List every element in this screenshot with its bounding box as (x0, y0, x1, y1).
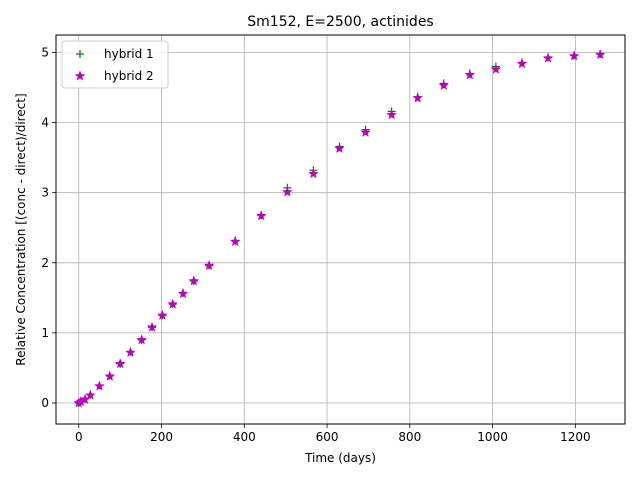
legend-marker-hybrid-2 (74, 70, 86, 81)
x-tick-label: 800 (398, 430, 421, 444)
y-tick-label: 4 (41, 116, 49, 130)
star-marker (85, 389, 96, 400)
star-marker (516, 58, 528, 69)
y-tick-label: 3 (41, 186, 49, 200)
legend-label-hybrid-2: hybrid 2 (104, 69, 154, 83)
x-tick-label: 1000 (477, 430, 508, 444)
grid (56, 35, 625, 424)
star-marker (334, 143, 345, 153)
star-marker (146, 321, 158, 332)
star-marker (490, 63, 502, 74)
x-tick-label: 1200 (560, 430, 591, 444)
star-marker (188, 275, 199, 286)
star-marker (438, 80, 449, 90)
y-tick-label: 1 (41, 326, 49, 340)
star-marker (360, 127, 371, 137)
x-tick-label: 0 (75, 430, 83, 444)
star-marker (94, 380, 105, 391)
star-marker (464, 69, 475, 80)
star-marker (412, 92, 423, 103)
legend-box (61, 40, 169, 89)
legend-symbol (74, 70, 86, 81)
plot-area-frame (55, 34, 626, 425)
y-tick-label: 2 (41, 256, 49, 270)
x-tick-label: 600 (316, 430, 339, 444)
series-2 (73, 49, 606, 408)
legend: hybrid 1 hybrid 2 (61, 40, 169, 89)
star-marker (542, 52, 554, 63)
star-marker (203, 260, 215, 270)
star-marker (125, 347, 136, 357)
x-axis-label: Time (days) (304, 451, 376, 465)
star-marker (167, 298, 178, 309)
star-marker (308, 168, 319, 179)
star-marker (177, 288, 189, 299)
legend-label-hybrid-1: hybrid 1 (104, 47, 154, 61)
legend-symbol (76, 50, 84, 58)
y-tick-label: 0 (41, 396, 49, 410)
star-marker (282, 186, 293, 197)
star-marker (136, 334, 147, 345)
star-marker (157, 309, 168, 320)
x-tick-label: 200 (150, 430, 173, 444)
data-points (73, 49, 606, 408)
star-marker (104, 370, 115, 381)
y-axis-label: Relative Concentration [(conc - direct)/… (14, 93, 28, 365)
star-marker (386, 109, 397, 120)
x-tick-label: 400 (233, 430, 256, 444)
star-marker (230, 236, 241, 247)
axis-ticks: 0 200 400 600 800 1000 1200 0 1 2 3 4 5 (41, 46, 590, 444)
star-marker (568, 50, 580, 61)
star-marker (114, 358, 126, 369)
star-marker (256, 210, 267, 221)
chart-title: Sm152, E=2500, actinides (247, 14, 433, 30)
legend-marker-hybrid-1 (76, 50, 84, 58)
y-tick-label: 5 (41, 46, 49, 60)
star-marker (595, 49, 606, 60)
